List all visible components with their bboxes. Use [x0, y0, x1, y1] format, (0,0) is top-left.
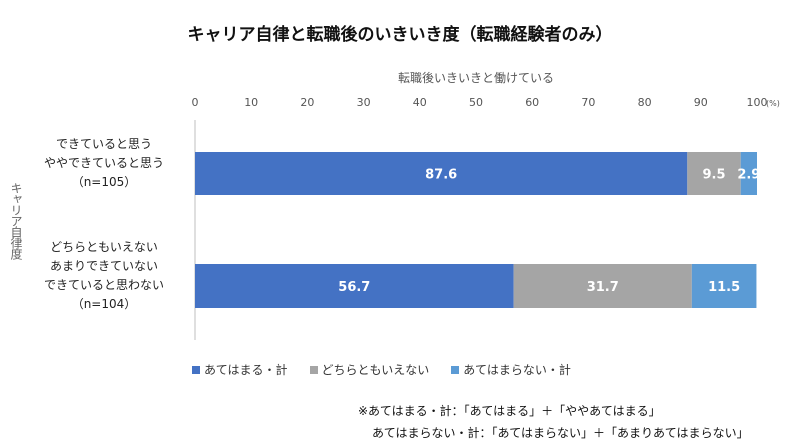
bar-data-label: 56.7 [338, 280, 370, 295]
bar-segment [513, 264, 692, 308]
legend-item: どちらともいえない [309, 361, 430, 378]
bar-segment [691, 264, 757, 308]
bar-data-label: 9.5 [702, 168, 725, 183]
x-tick-label: 80 [638, 96, 652, 109]
category-label-line: ややできていると思う [43, 156, 164, 170]
category-label-1: できていると思う ややできていると思う （n=105） [20, 135, 188, 192]
bar-segment [687, 152, 741, 195]
footnote-line-2: あてはまらない・計：「あてはまらない」＋「あまりあてはまらない」 [372, 426, 749, 440]
category-label-2: どちらともいえない あまりできていない できていると思わない （n=104） [20, 238, 188, 314]
x-tick-label: 10 [244, 96, 258, 109]
bar-data-label: 31.7 [587, 280, 619, 295]
category-label-line: あまりできていない [49, 259, 158, 273]
legend-item: あてはまらない・計 [451, 361, 571, 378]
y-axis-label: キャリア自律度 [9, 182, 23, 259]
x-tick-label: 60 [525, 96, 539, 109]
x-axis-label: 転職後いきいきと働けている [397, 71, 554, 85]
bar-segment [195, 264, 514, 308]
chart-legend: あてはまる・計 どちらともいえない あてはまらない・計 [192, 361, 571, 378]
bar-data-label: 2.9 [737, 168, 760, 183]
x-tick-label: 40 [413, 96, 427, 109]
category-label-line: （n=104） [71, 297, 137, 311]
x-tick-label: 30 [357, 96, 371, 109]
bar-data-label: 87.6 [425, 168, 457, 183]
legend-swatch-blue [192, 365, 200, 374]
legend-label: あてはまらない・計 [463, 363, 571, 377]
x-tick-label: 0 [192, 96, 199, 109]
bar-data-label: 11.5 [708, 280, 740, 295]
bar-segment [740, 152, 757, 195]
chart-title: キャリア自律と転職後のいきいき度（転職経験者のみ） [187, 25, 613, 45]
legend-swatch-lightblue [451, 365, 460, 374]
category-label-line: どちらともいえない [50, 240, 158, 254]
category-label-line: （n=105） [71, 175, 137, 189]
x-tick-label: 100 [747, 96, 768, 109]
x-axis-unit: (%) [766, 99, 780, 108]
x-tick-label: 70 [581, 96, 595, 109]
category-label-line: できていると思う [55, 137, 152, 151]
x-tick-label: 20 [300, 96, 314, 109]
category-label-line: できていると思わない [43, 278, 164, 292]
footnote-line-1: ※あてはまる・計：「あてはまる」＋「ややあてはまる」 [358, 404, 661, 418]
legend-label: どちらともいえない [321, 363, 430, 377]
legend-label: あてはまる・計 [204, 363, 288, 377]
x-tick-label: 50 [469, 96, 483, 109]
bar-segment [195, 152, 688, 195]
legend-item: あてはまる・計 [192, 361, 288, 378]
x-tick-label: 90 [694, 96, 708, 109]
legend-swatch-gray [309, 365, 318, 374]
